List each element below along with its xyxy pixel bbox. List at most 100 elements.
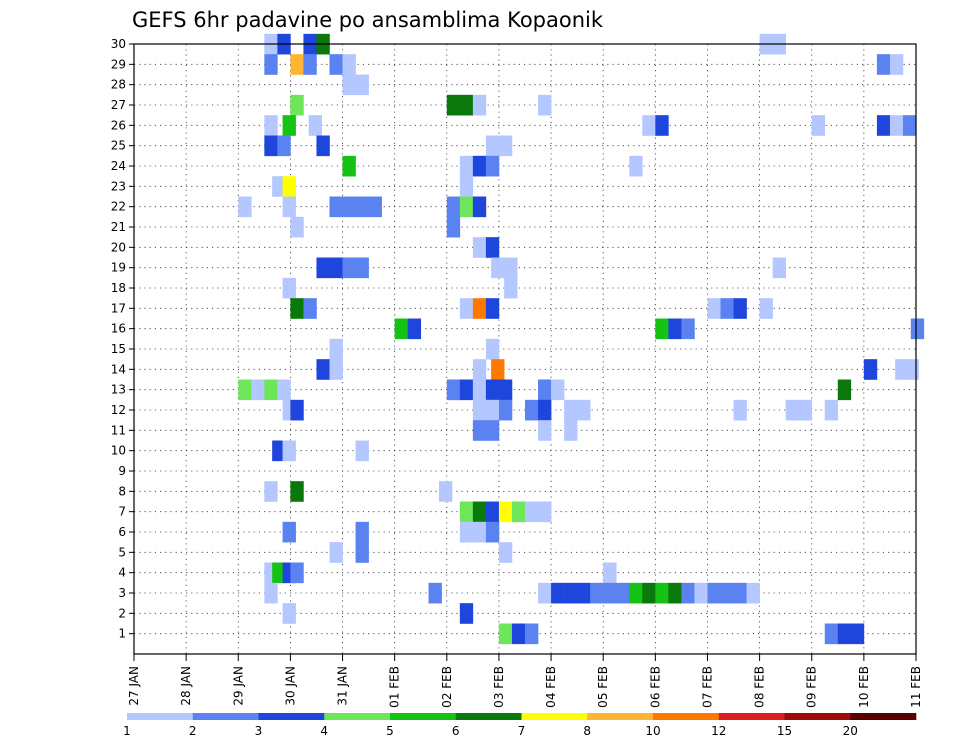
precip-cell	[733, 298, 747, 319]
precip-cell	[272, 176, 286, 197]
precip-cell	[290, 216, 304, 238]
colorbar-label: 5	[386, 724, 394, 738]
precip-cell	[290, 94, 304, 116]
precip-cell	[342, 155, 356, 177]
colorbar-swatch	[455, 713, 522, 720]
precip-cell	[564, 582, 578, 604]
precip-cell	[538, 94, 552, 116]
precip-cell	[564, 420, 578, 441]
precip-cell	[485, 399, 500, 421]
x-tick-label: 03 FEB	[492, 666, 506, 708]
precip-cell	[895, 359, 909, 380]
precip-cell	[264, 379, 278, 401]
precip-cell	[504, 257, 518, 279]
precip-cell	[629, 582, 643, 604]
gridlines	[134, 44, 916, 654]
y-tick-label: 3	[118, 586, 126, 600]
colorbar-swatch	[390, 713, 457, 720]
precip-cell	[316, 359, 330, 380]
precip-cell	[472, 399, 487, 421]
precip-cell	[655, 115, 669, 136]
precip-cell	[511, 623, 526, 645]
precip-cell	[694, 582, 708, 604]
colorbar-swatch	[850, 713, 917, 720]
precip-cell	[910, 318, 925, 340]
precip-cell	[485, 237, 500, 258]
precip-cell	[485, 135, 500, 157]
precip-cell	[355, 257, 369, 279]
precip-cell	[668, 318, 682, 340]
y-tick-label: 21	[111, 220, 126, 234]
y-tick-label: 28	[111, 78, 126, 92]
x-tick-label: 08 FEB	[753, 666, 767, 708]
precip-cell	[733, 582, 747, 604]
y-tick-label: 4	[118, 566, 126, 580]
precip-cell	[485, 420, 500, 441]
precip-cell	[472, 94, 487, 116]
precip-cell	[538, 379, 552, 401]
y-tick-label: 23	[111, 179, 126, 193]
precip-cell	[251, 379, 265, 401]
precip-cell	[272, 562, 286, 584]
precip-cell	[438, 481, 453, 502]
precip-cell	[485, 521, 500, 543]
colorbar-label: 3	[255, 724, 263, 738]
y-tick-label: 10	[111, 444, 126, 458]
precip-cell	[290, 562, 304, 584]
y-tick-label: 20	[111, 240, 126, 254]
colorbar-label: 8	[583, 724, 591, 738]
precip-cell	[538, 501, 552, 523]
precip-cell	[525, 501, 539, 523]
precip-cell	[616, 582, 630, 604]
precip-cell	[329, 54, 343, 75]
y-tick-label: 9	[118, 464, 126, 478]
precip-cell	[525, 623, 539, 645]
precip-cell	[355, 542, 369, 563]
x-tick-label: 30 JAN	[283, 666, 297, 706]
x-tick-label: 29 JAN	[231, 666, 245, 706]
precip-cell	[428, 582, 442, 604]
precip-cell	[446, 94, 461, 116]
precip-cell	[303, 298, 317, 319]
precip-cell	[785, 399, 799, 421]
precip-cell	[329, 542, 343, 563]
precip-cell	[282, 603, 296, 624]
precip-cell	[668, 582, 682, 604]
precip-cell	[889, 54, 904, 75]
precip-cell	[342, 196, 356, 218]
colorbar-swatch	[258, 713, 325, 720]
precip-cell	[459, 603, 474, 624]
precip-cell	[282, 521, 296, 543]
precip-cell	[538, 420, 552, 441]
colorbar-label: 4	[320, 724, 328, 738]
precip-cell	[342, 74, 356, 96]
precip-cell	[733, 399, 747, 421]
x-tick-label: 28 JAN	[179, 666, 193, 706]
y-tick-label: 11	[111, 423, 126, 437]
y-tick-label: 19	[111, 261, 126, 275]
precip-cell	[905, 359, 919, 380]
precip-cell	[355, 74, 369, 96]
precip-cell	[629, 155, 643, 177]
colorbar-label: 7	[518, 724, 526, 738]
precip-cell	[491, 257, 505, 279]
x-tick-label: 11 FEB	[909, 666, 923, 708]
precip-cell	[264, 582, 278, 604]
precip-cell	[759, 298, 773, 319]
precip-cell	[282, 115, 296, 136]
y-tick-label: 12	[111, 403, 126, 417]
precip-cell	[876, 115, 891, 136]
precip-cell	[290, 54, 304, 75]
precip-cell	[863, 359, 878, 380]
precip-cell	[707, 582, 721, 604]
y-tick-label: 27	[111, 98, 126, 112]
precip-cell	[498, 623, 513, 645]
colorbar-swatch	[653, 713, 720, 720]
colorbar-swatch	[192, 713, 259, 720]
precip-cell	[308, 115, 322, 136]
colorbar-swatch	[784, 713, 851, 720]
colorbar-label: 12	[711, 724, 726, 738]
precip-cell	[504, 277, 518, 299]
precip-cell	[303, 54, 317, 75]
y-tick-label: 15	[111, 342, 126, 356]
